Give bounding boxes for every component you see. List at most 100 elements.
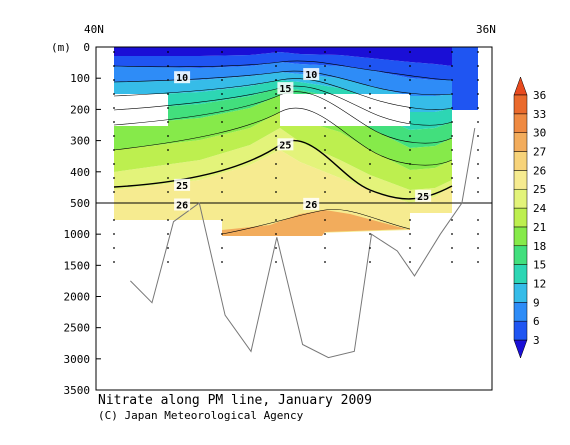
station-dot	[275, 149, 277, 151]
station-dot	[167, 79, 169, 81]
station-dot	[324, 135, 326, 137]
station-dot	[477, 163, 479, 165]
station-dot	[369, 233, 371, 235]
y-tick-label: 3000	[64, 353, 91, 366]
station-dot	[369, 93, 371, 95]
station-dot	[113, 51, 115, 53]
colorbar-swatch	[513, 207, 528, 228]
y-tick-label: 400	[70, 166, 90, 179]
station-dot	[451, 79, 453, 81]
station-dot	[451, 233, 453, 235]
station-dot	[477, 93, 479, 95]
no-data-lower	[96, 220, 222, 390]
station-dot	[451, 107, 453, 109]
no-data-left-top	[96, 47, 114, 217]
station-dot	[221, 135, 223, 137]
station-dot	[221, 247, 223, 249]
station-dot	[221, 93, 223, 95]
station-dot	[409, 191, 411, 193]
station-dot	[113, 233, 115, 235]
contour-label-bg	[174, 71, 191, 84]
colorbar-swatch	[513, 188, 528, 209]
y-tick-label: 1500	[64, 259, 91, 272]
contour-label: 25	[417, 192, 429, 203]
y-tick-label: 1000	[64, 228, 91, 241]
band-9	[114, 62, 452, 96]
station-dot	[369, 163, 371, 165]
station-dot	[324, 177, 326, 179]
station-dot	[477, 191, 479, 193]
station-dot	[167, 135, 169, 137]
station-dot	[369, 135, 371, 137]
band-right-edge	[452, 47, 478, 110]
colorbar-tick-label: 3	[533, 334, 540, 347]
y-tick-label: 100	[70, 72, 90, 85]
contour-label: 25	[176, 181, 188, 192]
contour-label: 10	[305, 70, 317, 81]
station-dot	[451, 247, 453, 249]
station-dot	[477, 219, 479, 221]
station-dot	[167, 191, 169, 193]
colorbar-tick-label: 12	[533, 277, 546, 290]
data-gap-middle	[280, 94, 410, 126]
station-dot	[324, 107, 326, 109]
station-dot	[409, 135, 411, 137]
station-dot	[113, 65, 115, 67]
band-3	[114, 47, 478, 66]
station-dot	[477, 149, 479, 151]
station-dot	[113, 121, 115, 123]
colorbar-tick-label: 21	[533, 221, 546, 234]
colorbar-tick-label: 6	[533, 315, 540, 328]
station-dot	[221, 261, 223, 263]
contour-label: 26	[305, 200, 317, 211]
station-dot	[275, 163, 277, 165]
station-dot	[324, 219, 326, 221]
station-dot	[167, 233, 169, 235]
station-dot	[275, 93, 277, 95]
station-dot	[324, 261, 326, 263]
station-dot	[451, 177, 453, 179]
station-dot	[275, 191, 277, 193]
contour-line-26	[221, 209, 411, 235]
station-dot	[451, 163, 453, 165]
credit-label: (C) Japan Meteorological Agency	[98, 409, 304, 422]
contour-line	[113, 85, 453, 126]
bottom-topography-line	[130, 128, 476, 359]
station-dot	[369, 191, 371, 193]
y-tick-label: 2500	[64, 322, 91, 335]
station-dot	[324, 191, 326, 193]
station-dot	[167, 93, 169, 95]
contour-label-bg	[415, 189, 432, 202]
chart-title: Nitrate along PM line, January 2009	[98, 393, 372, 408]
contour-label-bg	[303, 68, 320, 81]
station-dot	[275, 79, 277, 81]
station-dot	[113, 177, 115, 179]
station-dot	[477, 233, 479, 235]
band-26	[114, 150, 452, 203]
station-dot	[167, 107, 169, 109]
contour-line	[113, 78, 453, 110]
station-dot	[221, 107, 223, 109]
station-dot	[167, 51, 169, 53]
contour-line	[113, 91, 453, 144]
station-dot	[324, 65, 326, 67]
station-dot	[275, 121, 277, 123]
station-dot	[409, 93, 411, 95]
station-dot	[477, 177, 479, 179]
station-dot	[167, 247, 169, 249]
contour-label-bg	[174, 198, 191, 211]
colorbar-swatch	[513, 264, 528, 284]
station-dot	[477, 121, 479, 123]
station-dot	[369, 121, 371, 123]
contour-labels: 10 10 15 25 25 25 26 26	[174, 68, 432, 211]
y-axis-ticks: 0 100 200 300 400 500 1000 1500 2000 2500 3000 3500	[64, 41, 101, 397]
station-dot	[113, 79, 115, 81]
station-dot	[409, 261, 411, 263]
colorbar-swatch	[513, 132, 528, 152]
band-6	[114, 52, 452, 80]
station-dot	[167, 121, 169, 123]
y-tick-label: 500	[70, 197, 90, 210]
band-24	[114, 112, 452, 190]
contour-line-25	[113, 139, 453, 200]
